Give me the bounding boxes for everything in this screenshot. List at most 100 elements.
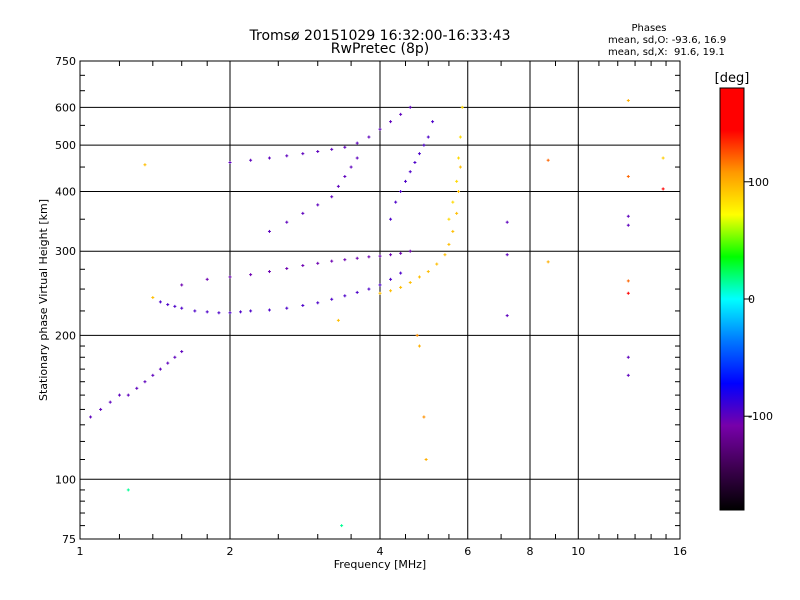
data-point: [108, 400, 112, 404]
data-point: [166, 361, 170, 365]
data-point: [505, 220, 509, 224]
colorbar-tick-label: 0: [748, 293, 755, 306]
data-point: [367, 255, 371, 259]
x-tick-label: 6: [464, 545, 471, 558]
data-point: [546, 260, 550, 264]
data-point: [546, 158, 550, 162]
data-point: [626, 279, 630, 283]
data-point: [193, 309, 197, 313]
data-point: [330, 259, 334, 263]
data-point: [143, 163, 147, 167]
data-point: [301, 303, 305, 307]
data-point: [626, 355, 630, 359]
y-tick-label: 400: [55, 185, 76, 198]
plot-frame: [79, 60, 681, 540]
y-tick-label: 600: [55, 101, 76, 114]
data-point: [457, 189, 461, 193]
data-point: [394, 200, 398, 204]
data-point: [389, 217, 393, 221]
data-point: [330, 195, 334, 199]
data-point: [355, 141, 359, 145]
data-point: [316, 203, 320, 207]
data-point: [316, 261, 320, 265]
data-point: [389, 120, 393, 124]
x-tick-label: 4: [377, 545, 384, 558]
data-point: [451, 229, 455, 233]
data-point: [126, 393, 130, 397]
data-point: [378, 291, 382, 295]
data-point: [399, 285, 403, 289]
data-point: [180, 306, 184, 310]
data-point: [89, 415, 93, 419]
data-points: [89, 99, 665, 528]
data-point: [301, 264, 305, 268]
x-tick-label: 1: [77, 545, 84, 558]
data-point: [336, 318, 340, 322]
data-point: [399, 112, 403, 116]
data-point: [301, 152, 305, 156]
data-point: [408, 249, 412, 253]
data-point: [403, 179, 407, 183]
data-point: [451, 200, 455, 204]
data-point: [173, 355, 177, 359]
data-point: [399, 189, 403, 193]
data-point: [239, 310, 243, 314]
data-point: [426, 135, 430, 139]
data-point: [378, 254, 382, 258]
y-tick-label: 500: [55, 139, 76, 152]
data-point: [285, 306, 289, 310]
data-point: [389, 277, 393, 281]
data-point: [399, 251, 403, 255]
data-point: [426, 270, 430, 274]
data-point: [367, 135, 371, 139]
data-point: [316, 301, 320, 305]
data-point: [435, 262, 439, 266]
data-point: [249, 273, 253, 277]
x-tick-label: 8: [527, 545, 534, 558]
data-point: [408, 281, 412, 285]
data-point: [455, 211, 459, 215]
x-tick-label: 2: [227, 545, 234, 558]
data-point: [417, 344, 421, 348]
data-point: [180, 350, 184, 354]
data-point: [158, 367, 162, 371]
data-point: [126, 488, 130, 492]
data-point: [349, 165, 353, 169]
data-point: [460, 105, 464, 109]
data-point: [249, 309, 253, 313]
data-point: [135, 386, 139, 390]
data-point: [415, 333, 419, 337]
data-point: [267, 229, 271, 233]
phase-info-o: mean, sd,O: -93.6, 16.9: [608, 35, 726, 46]
colorbar-tick-label: -100: [748, 410, 773, 423]
y-tick-label: 100: [55, 473, 76, 486]
axis-ticks: 1 2 4 6 8 10 16 75 100 200 300 400 500 600 750: [55, 55, 687, 558]
data-point: [117, 393, 121, 397]
data-point: [173, 304, 177, 308]
data-point: [228, 275, 232, 279]
y-tick-label: 200: [55, 329, 76, 342]
data-point: [626, 291, 630, 295]
data-point: [458, 135, 462, 139]
data-point: [343, 258, 347, 262]
data-point: [389, 289, 393, 293]
data-point: [228, 160, 232, 164]
colorbar: [719, 87, 745, 511]
data-point: [408, 105, 412, 109]
data-point: [355, 290, 359, 294]
data-point: [626, 174, 630, 178]
data-point: [447, 217, 451, 221]
data-point: [205, 277, 209, 281]
grid: [80, 61, 680, 539]
data-point: [267, 270, 271, 274]
x-axis-label: Frequency [MHz]: [334, 558, 426, 571]
data-point: [180, 283, 184, 287]
data-point: [267, 308, 271, 312]
data-point: [151, 373, 155, 377]
data-point: [343, 145, 347, 149]
data-point: [408, 170, 412, 174]
phase-info-x: mean, sd,X: 91.6, 19.1: [608, 47, 725, 58]
data-point: [316, 149, 320, 153]
data-point: [285, 154, 289, 158]
y-axis-label: Stationary phase Virtual Height [km]: [37, 199, 50, 401]
